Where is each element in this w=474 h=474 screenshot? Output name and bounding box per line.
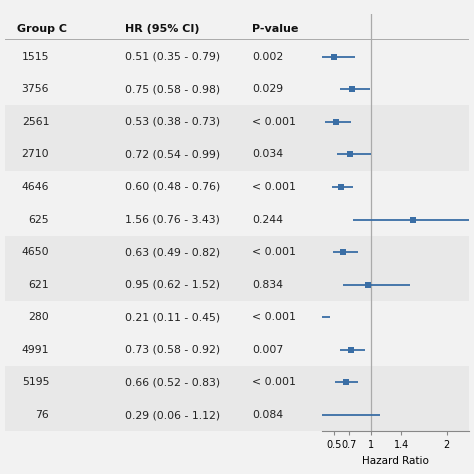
Text: HR (95% CI): HR (95% CI) [126, 24, 200, 34]
Bar [5, 106, 322, 138]
Text: < 0.001: < 0.001 [253, 377, 296, 387]
Text: 280: 280 [28, 312, 49, 322]
Text: 3756: 3756 [22, 84, 49, 94]
Text: 0.084: 0.084 [253, 410, 283, 420]
Text: 0.53 (0.38 - 0.73): 0.53 (0.38 - 0.73) [126, 117, 220, 127]
Text: 0.73 (0.58 - 0.92): 0.73 (0.58 - 0.92) [126, 345, 220, 355]
Text: 2561: 2561 [22, 117, 49, 127]
Text: 5195: 5195 [22, 377, 49, 387]
Text: 0.007: 0.007 [253, 345, 284, 355]
Text: P-value: P-value [253, 24, 299, 34]
Bar [5, 268, 322, 301]
Text: 4991: 4991 [22, 345, 49, 355]
Text: Group C: Group C [18, 24, 67, 34]
Bar [5, 236, 322, 268]
Text: 4646: 4646 [22, 182, 49, 192]
Bar [322, 268, 469, 301]
Text: 1.56 (0.76 - 3.43): 1.56 (0.76 - 3.43) [126, 215, 220, 225]
Text: 1515: 1515 [22, 52, 49, 62]
Text: 0.834: 0.834 [253, 280, 283, 290]
Text: 621: 621 [28, 280, 49, 290]
Text: < 0.001: < 0.001 [253, 247, 296, 257]
Bar [5, 138, 322, 171]
Bar [5, 399, 322, 431]
Bar [322, 138, 469, 171]
Text: 0.21 (0.11 - 0.45): 0.21 (0.11 - 0.45) [126, 312, 220, 322]
Bar [322, 366, 469, 399]
Bar [322, 236, 469, 268]
Text: 0.66 (0.52 - 0.83): 0.66 (0.52 - 0.83) [126, 377, 220, 387]
Text: 0.29 (0.06 - 1.12): 0.29 (0.06 - 1.12) [126, 410, 220, 420]
Text: 625: 625 [28, 215, 49, 225]
Bar [322, 106, 469, 138]
Text: 0.034: 0.034 [253, 149, 283, 159]
Text: 0.244: 0.244 [253, 215, 283, 225]
Text: 0.72 (0.54 - 0.99): 0.72 (0.54 - 0.99) [126, 149, 220, 159]
Text: 0.75 (0.58 - 0.98): 0.75 (0.58 - 0.98) [126, 84, 220, 94]
Text: < 0.001: < 0.001 [253, 312, 296, 322]
X-axis label: Hazard Ratio: Hazard Ratio [362, 456, 429, 466]
Text: 4650: 4650 [22, 247, 49, 257]
Text: 0.002: 0.002 [253, 52, 284, 62]
Text: 76: 76 [36, 410, 49, 420]
Text: 0.60 (0.48 - 0.76): 0.60 (0.48 - 0.76) [126, 182, 221, 192]
Text: 0.51 (0.35 - 0.79): 0.51 (0.35 - 0.79) [126, 52, 220, 62]
Text: 2710: 2710 [22, 149, 49, 159]
Text: 0.63 (0.49 - 0.82): 0.63 (0.49 - 0.82) [126, 247, 220, 257]
Text: < 0.001: < 0.001 [253, 117, 296, 127]
Bar [322, 399, 469, 431]
Text: 0.029: 0.029 [253, 84, 283, 94]
Text: 0.95 (0.62 - 1.52): 0.95 (0.62 - 1.52) [126, 280, 220, 290]
Bar [5, 366, 322, 399]
Text: < 0.001: < 0.001 [253, 182, 296, 192]
